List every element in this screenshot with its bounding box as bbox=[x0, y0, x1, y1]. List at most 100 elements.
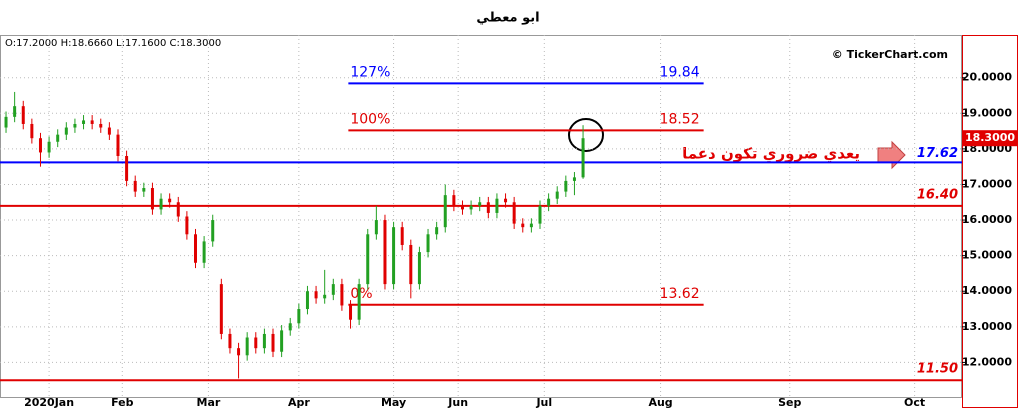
price-axis-frame bbox=[962, 35, 1018, 408]
level-label: 17.62 bbox=[917, 146, 958, 161]
candle-body bbox=[237, 348, 241, 356]
x-tick-label: Mar bbox=[197, 396, 221, 409]
candle-body bbox=[262, 333, 266, 349]
candle-body bbox=[340, 284, 344, 306]
candle-body bbox=[392, 227, 396, 285]
candle-body bbox=[417, 252, 421, 285]
candle-body bbox=[297, 309, 301, 324]
candle-body bbox=[90, 120, 94, 124]
level-label: 11.50 bbox=[917, 362, 958, 377]
x-tick-label: Oct bbox=[904, 396, 925, 409]
candle-body bbox=[13, 106, 17, 117]
candle-body bbox=[107, 127, 111, 135]
x-tick-label: 2020Jan bbox=[24, 396, 74, 409]
y-tick-label: 16.0000 bbox=[962, 213, 1012, 226]
candle-body bbox=[176, 202, 180, 217]
candle-body bbox=[142, 188, 146, 192]
y-tick-label: 19.0000 bbox=[962, 106, 1012, 119]
candle-body bbox=[168, 198, 172, 203]
candle-body bbox=[30, 123, 34, 139]
candle-body bbox=[572, 177, 576, 181]
candle-body bbox=[564, 180, 568, 192]
candle-body bbox=[159, 198, 163, 210]
fib-name: 0% bbox=[350, 286, 372, 302]
candle-body bbox=[211, 220, 215, 242]
candle-body bbox=[21, 106, 25, 124]
annotation: يعدي ضروري تكون دعما bbox=[682, 145, 860, 164]
x-tick-label: Jun bbox=[447, 396, 468, 409]
candle-body bbox=[150, 188, 154, 210]
candle-body bbox=[547, 198, 551, 206]
fib-name: 127% bbox=[350, 64, 390, 80]
candle-body bbox=[409, 244, 413, 285]
candle-body bbox=[288, 323, 292, 331]
x-tick-label: Apr bbox=[288, 396, 310, 409]
candle-body bbox=[538, 205, 542, 224]
candle-body bbox=[245, 337, 249, 356]
candle-body bbox=[486, 202, 490, 213]
candle-body bbox=[38, 138, 42, 153]
fib-name: 100% bbox=[350, 111, 390, 127]
candle-body bbox=[202, 241, 206, 263]
candle-body bbox=[47, 141, 51, 153]
candle-body bbox=[4, 116, 8, 128]
candle-body bbox=[185, 216, 189, 235]
x-tick-label: Sep bbox=[778, 396, 801, 409]
candle-body bbox=[504, 198, 508, 203]
fib-value: 19.84 bbox=[660, 64, 700, 80]
fib-value: 13.62 bbox=[660, 286, 700, 302]
candle-body bbox=[116, 134, 120, 156]
candle-body bbox=[400, 227, 404, 245]
candle-body bbox=[478, 202, 482, 206]
candle-body bbox=[305, 291, 309, 310]
candle-body bbox=[555, 191, 559, 199]
ohlc-header: O:17.2000 H:18.6660 L:17.1600 C:18.3000 bbox=[5, 38, 221, 49]
chart-title: ابو معطي bbox=[476, 11, 539, 26]
candle-body bbox=[331, 284, 335, 295]
highlight-circle bbox=[568, 118, 604, 152]
candle-body bbox=[452, 195, 456, 206]
copyright: © TickerChart.com bbox=[832, 48, 948, 61]
candle-body bbox=[495, 198, 499, 213]
y-tick-label: 14.0000 bbox=[962, 284, 1012, 297]
candle-body bbox=[521, 223, 525, 228]
candle-body bbox=[512, 202, 516, 224]
x-tick-label: May bbox=[381, 396, 406, 409]
candle-body bbox=[529, 223, 533, 228]
y-tick-label: 12.0000 bbox=[962, 355, 1012, 368]
candle-body bbox=[194, 234, 198, 263]
y-tick-label: 13.0000 bbox=[962, 320, 1012, 333]
candle-body bbox=[56, 134, 60, 142]
candle-body bbox=[219, 284, 223, 334]
candle-body bbox=[426, 234, 430, 253]
fib-value: 18.52 bbox=[660, 111, 700, 127]
y-tick-label: 20.0000 bbox=[962, 71, 1012, 84]
candle-body bbox=[125, 156, 129, 181]
candle-body bbox=[133, 180, 137, 192]
candle-body bbox=[64, 127, 68, 135]
plot-frame bbox=[0, 35, 962, 398]
price-box bbox=[963, 130, 1017, 147]
y-tick-label: 17.0000 bbox=[962, 177, 1012, 190]
candle-body bbox=[82, 120, 86, 124]
candle-body bbox=[443, 195, 447, 228]
candle-body bbox=[435, 227, 439, 235]
level-label: 16.40 bbox=[917, 187, 958, 202]
candle-body bbox=[271, 333, 275, 352]
candle-body bbox=[374, 220, 378, 235]
candle-body bbox=[73, 123, 77, 128]
candle-body bbox=[383, 220, 387, 285]
candle-body bbox=[357, 284, 361, 320]
candle-body bbox=[314, 291, 318, 299]
candle-body bbox=[349, 305, 353, 320]
candle-body bbox=[366, 234, 370, 285]
candle-body bbox=[581, 138, 585, 178]
y-tick-label: 15.0000 bbox=[962, 249, 1012, 262]
x-tick-label: Feb bbox=[111, 396, 134, 409]
candle-body bbox=[99, 123, 103, 128]
candle-body bbox=[323, 294, 327, 299]
price-box-label: 18.3000 bbox=[965, 131, 1015, 144]
x-tick-label: Jul bbox=[535, 396, 552, 409]
candle-body bbox=[280, 330, 284, 352]
